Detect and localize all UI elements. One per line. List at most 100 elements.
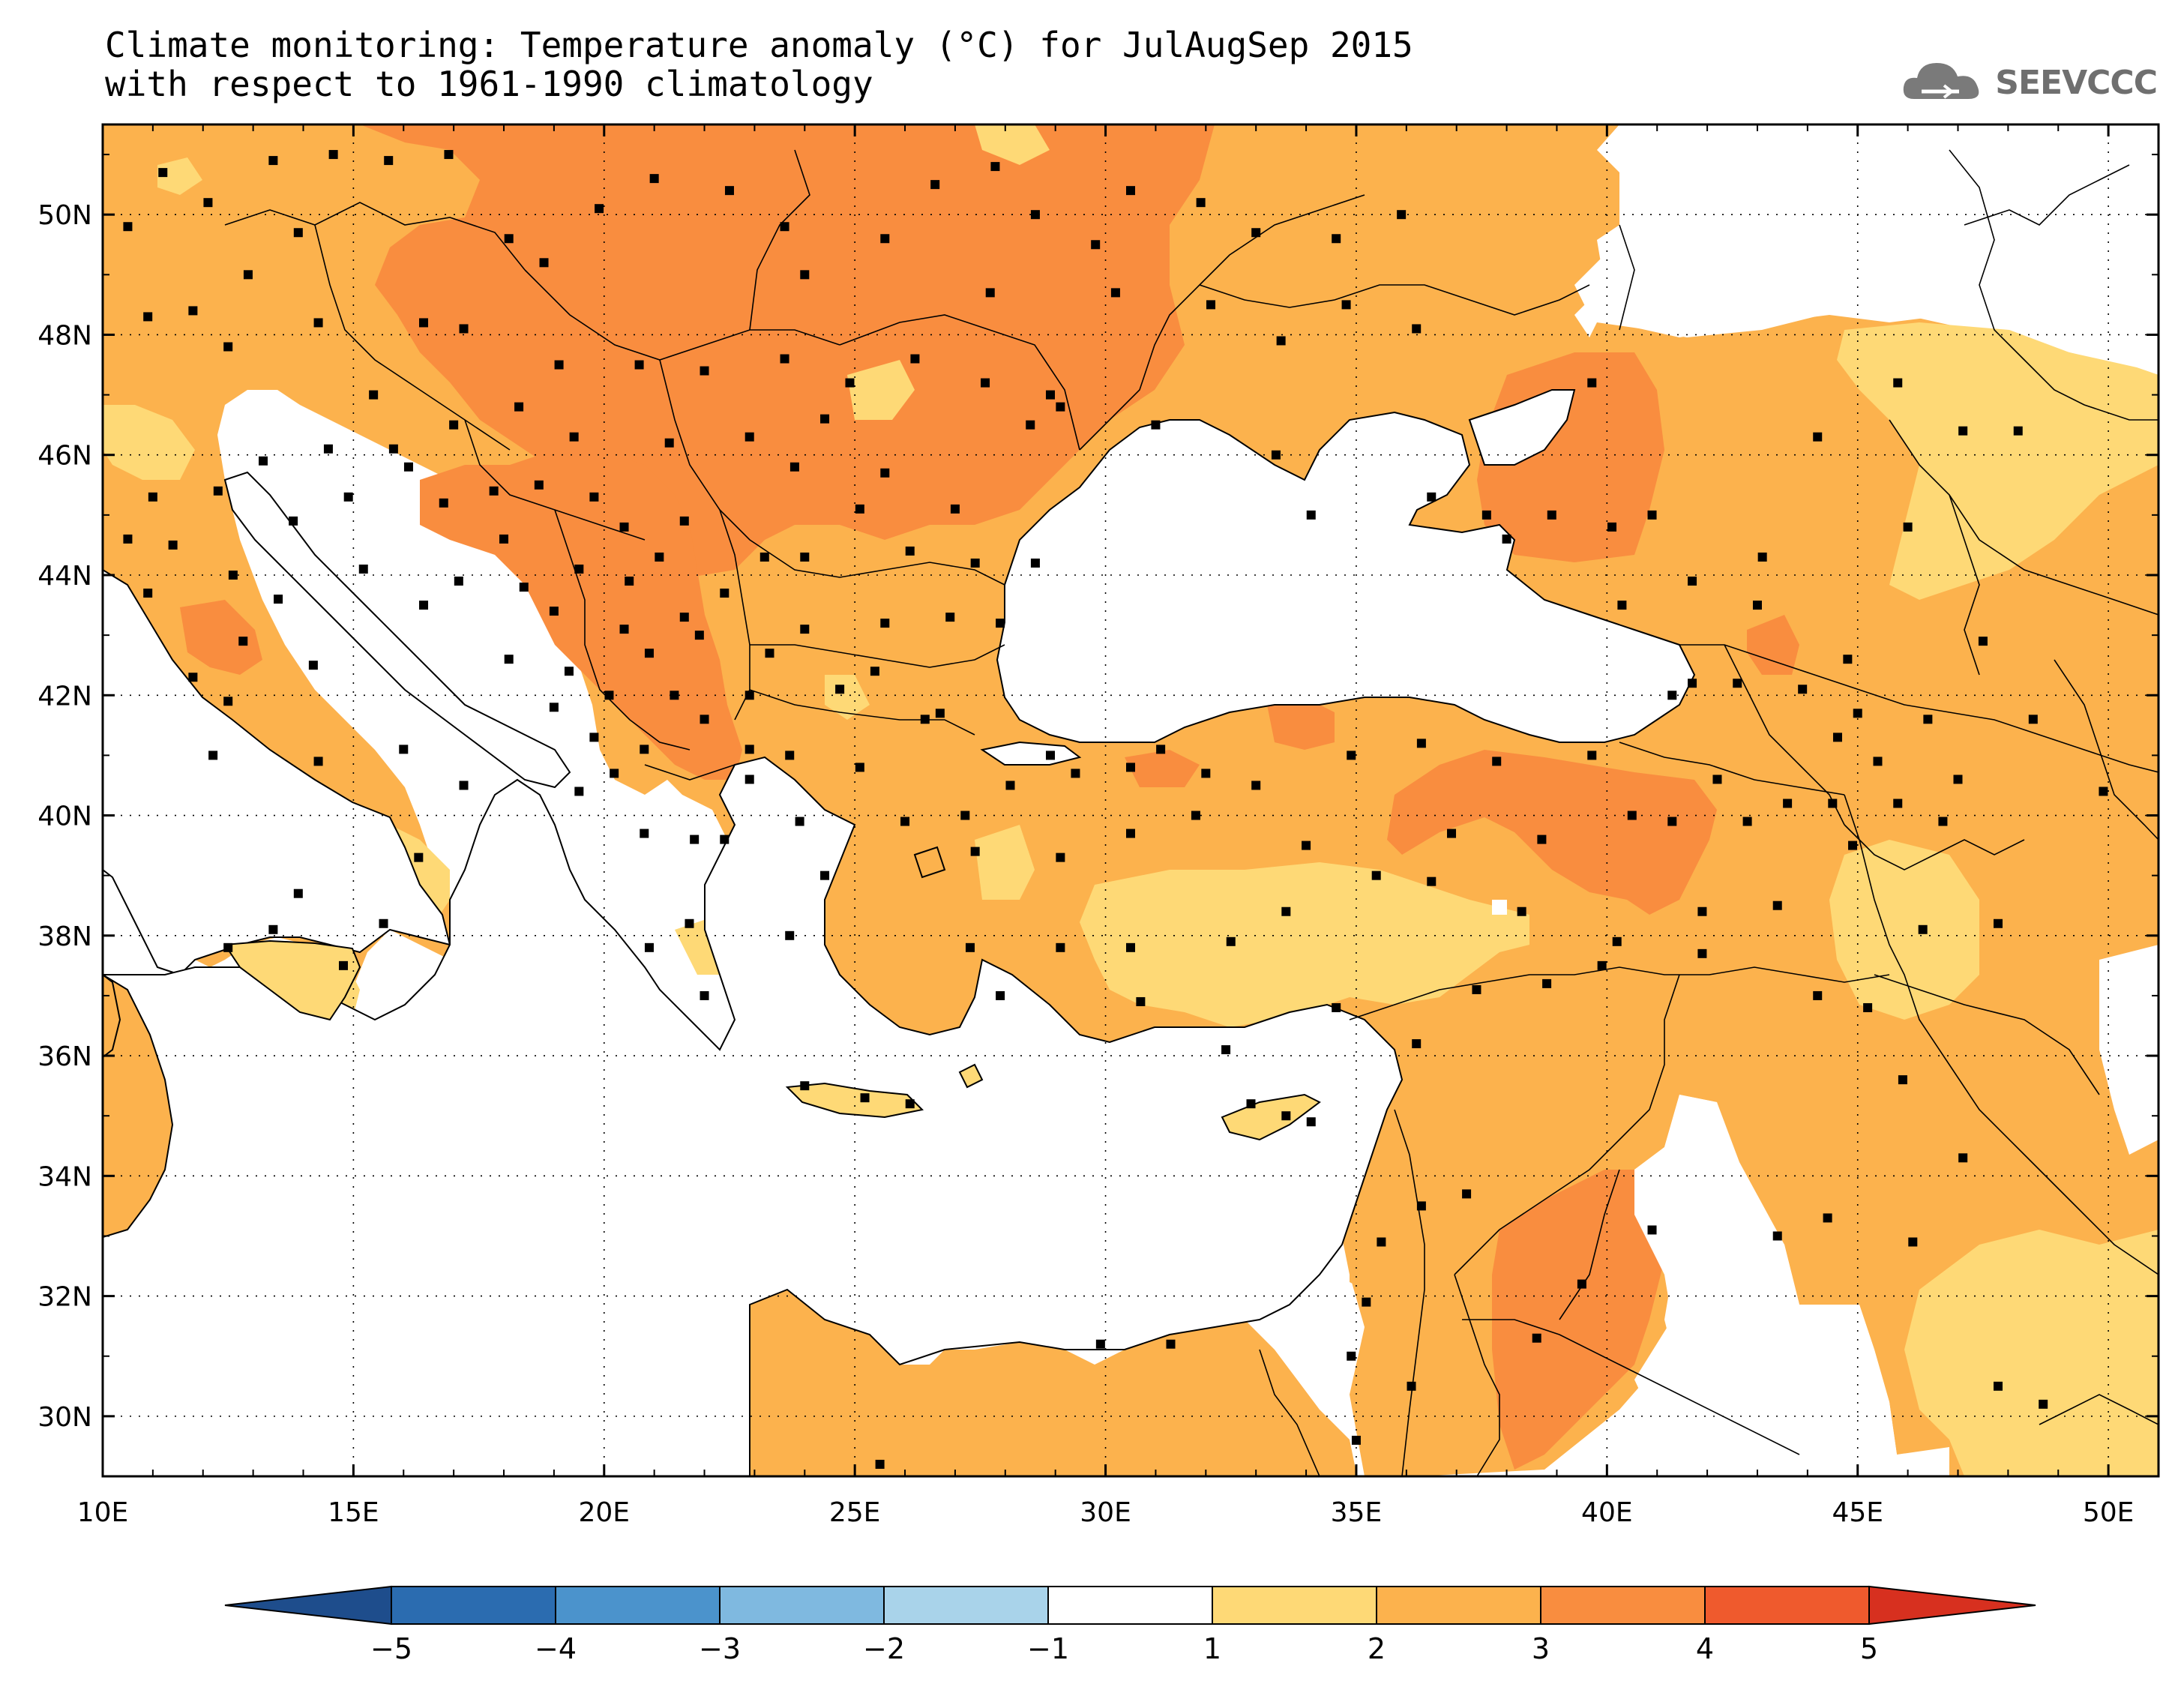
- station-marker: [1958, 426, 1968, 436]
- colorbar-label: −2: [863, 1632, 905, 1665]
- station-marker: [1697, 948, 1707, 958]
- station-marker: [724, 186, 734, 196]
- station-marker: [1371, 870, 1381, 880]
- lat-tick-label: 50N: [37, 200, 92, 231]
- station-marker: [744, 432, 754, 442]
- station-marker: [1407, 1381, 1416, 1391]
- station-marker: [990, 162, 1000, 172]
- station-marker: [223, 942, 233, 952]
- station-marker: [1481, 510, 1491, 520]
- station-marker: [339, 960, 349, 970]
- station-marker: [403, 462, 413, 472]
- colorbar-label: −5: [370, 1632, 412, 1665]
- lat-tick-label: 38N: [37, 921, 92, 952]
- station-marker: [1030, 210, 1040, 220]
- station-marker: [1377, 1237, 1386, 1247]
- station-marker: [1196, 198, 1206, 208]
- station-marker: [343, 492, 353, 502]
- station-marker: [1416, 739, 1426, 748]
- logo-text: SEEVCCC: [1995, 63, 2158, 102]
- colorbar-segment: [1540, 1586, 1706, 1625]
- station-marker: [604, 691, 614, 700]
- lat-tick-label: 32N: [37, 1282, 92, 1313]
- lon-tick-label: 20E: [578, 1497, 630, 1528]
- station-marker: [569, 432, 579, 442]
- station-marker: [1276, 336, 1286, 346]
- station-marker: [358, 564, 368, 574]
- station-marker: [970, 846, 980, 856]
- station-marker: [800, 625, 810, 634]
- station-marker: [1045, 751, 1055, 760]
- station-marker: [459, 324, 469, 334]
- station-marker: [1347, 1351, 1356, 1361]
- station-marker: [720, 835, 729, 844]
- station-marker: [700, 715, 709, 724]
- lon-tick-label: 50E: [2083, 1497, 2135, 1528]
- station-marker: [143, 312, 153, 322]
- station-marker: [780, 222, 789, 232]
- station-marker: [700, 990, 709, 1000]
- station-marker: [414, 852, 424, 862]
- lon-tick-label: 10E: [77, 1497, 129, 1528]
- station-marker: [1271, 450, 1281, 460]
- station-marker: [449, 420, 459, 430]
- sicily: [223, 939, 361, 1021]
- station-marker: [981, 378, 990, 388]
- station-marker: [970, 558, 980, 568]
- station-marker: [996, 990, 1005, 1000]
- station-marker: [519, 583, 529, 592]
- station-marker: [1587, 751, 1597, 760]
- station-marker: [694, 631, 704, 640]
- station-marker: [1612, 936, 1622, 946]
- station-marker: [960, 811, 970, 820]
- station-marker: [243, 270, 253, 280]
- lat-tick-label: 48N: [37, 320, 92, 351]
- station-marker: [1251, 228, 1261, 238]
- station-marker: [499, 534, 509, 544]
- station-marker: [1005, 781, 1015, 790]
- lat-tick-label: 34N: [37, 1161, 92, 1192]
- station-marker: [1332, 234, 1341, 244]
- station-marker: [1166, 1339, 1176, 1349]
- colorbar-segment: [1704, 1586, 1870, 1625]
- station-marker: [1813, 990, 1823, 1000]
- station-marker: [1412, 324, 1422, 334]
- colorbar-label: 3: [1532, 1632, 1550, 1665]
- station-marker: [1688, 577, 1697, 586]
- station-marker: [1306, 1117, 1316, 1127]
- station-marker: [789, 462, 799, 472]
- station-marker: [2013, 426, 2023, 436]
- chart-title: Climate monitoring: Temperature anomaly …: [105, 25, 1413, 103]
- lesbos: [913, 846, 946, 879]
- rhodes: [958, 1063, 984, 1089]
- lat-tick-label: 42N: [37, 681, 92, 712]
- colorbar-label: 2: [1368, 1632, 1386, 1665]
- station-marker: [1332, 1002, 1341, 1012]
- station-marker: [880, 234, 890, 244]
- colorbar-label: −4: [535, 1632, 577, 1665]
- station-marker: [1201, 769, 1211, 778]
- station-marker: [634, 360, 644, 370]
- lon-tick-label: 30E: [1080, 1497, 1131, 1528]
- station-marker: [996, 619, 1005, 628]
- station-marker: [313, 757, 323, 766]
- station-marker: [664, 438, 674, 448]
- station-marker: [1813, 432, 1823, 442]
- colorbar-segment: [1047, 1586, 1213, 1625]
- station-marker: [1918, 924, 1928, 934]
- graticule: [102, 124, 2159, 1476]
- station-marker: [1191, 811, 1200, 820]
- colorbar-low-arrow: [224, 1585, 392, 1626]
- station-marker: [1542, 978, 1552, 988]
- station-marker: [444, 150, 454, 160]
- station-marker: [1492, 757, 1502, 766]
- station-marker: [1873, 757, 1883, 766]
- station-marker: [188, 673, 198, 682]
- lon-tick-label: 45E: [1832, 1497, 1883, 1528]
- azov-sea: [1468, 389, 1576, 466]
- station-marker: [554, 360, 564, 370]
- station-marker: [1397, 210, 1407, 220]
- station-marker: [1647, 510, 1657, 520]
- station-marker: [845, 378, 855, 388]
